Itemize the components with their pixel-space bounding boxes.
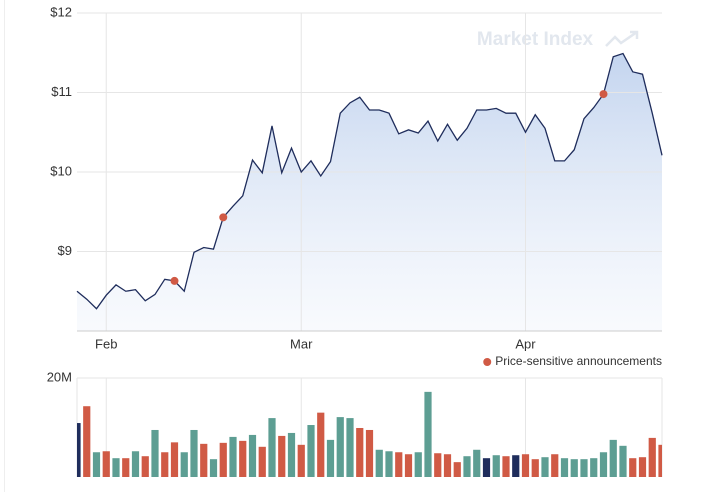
volume-bar [307, 425, 315, 477]
watermark-icon [605, 30, 639, 47]
volume-bar [112, 458, 120, 477]
legend-label: Price-sensitive announcements [495, 354, 662, 368]
volume-bar [482, 458, 491, 477]
volume-bar [473, 449, 481, 477]
x-tick-label: Mar [290, 336, 313, 351]
volume-bar [151, 429, 159, 477]
volume-bar [356, 427, 364, 477]
volume-bar [502, 456, 510, 477]
announcement-dot [599, 90, 608, 99]
volume-bar [599, 452, 608, 477]
volume-bar [180, 452, 188, 477]
volume-bar [287, 432, 296, 477]
volume-bar [492, 455, 500, 477]
volume-bar [122, 458, 130, 477]
volume-bar [102, 451, 110, 477]
volume-bar [404, 454, 413, 477]
volume-bar [463, 456, 471, 477]
volume-bar [638, 457, 647, 477]
volume-bar [365, 429, 374, 477]
volume-bar [560, 458, 569, 477]
volume-bar [531, 459, 539, 477]
volume-bar [648, 437, 656, 477]
volume-bar [443, 454, 452, 477]
y-tick-label: $11 [51, 84, 72, 99]
y-tick-label: 20M [47, 369, 72, 384]
volume-bar [229, 436, 237, 477]
volume-bar [239, 440, 247, 477]
volume-bar [414, 452, 422, 477]
volume-bar [336, 417, 344, 477]
volume-bar [297, 444, 305, 477]
volume-bar [258, 446, 266, 477]
volume-bar [190, 429, 198, 477]
volume-bar [434, 453, 442, 477]
watermark: Market Index [477, 29, 594, 50]
x-tick-label: Apr [515, 336, 536, 351]
volume-bar [278, 435, 286, 477]
volume-bar [629, 458, 637, 477]
volume-bar [141, 456, 149, 477]
volume-bar [317, 412, 325, 477]
legend-dot [483, 358, 492, 366]
volume-bar [268, 418, 276, 477]
volume-bar [551, 454, 559, 477]
volume-bar [92, 452, 101, 477]
volume-bar [395, 452, 403, 477]
volume-bar [326, 439, 335, 477]
volume-bar [131, 451, 140, 477]
volume-bar [219, 442, 227, 477]
volume-bar [375, 449, 383, 477]
volume-bar [580, 459, 588, 477]
volume-bar [541, 457, 549, 477]
announcement-dot [170, 276, 179, 285]
volume-bar [570, 459, 578, 477]
y-tick-label: $10 [50, 163, 72, 178]
volume-bar [248, 434, 257, 477]
volume-bar [161, 452, 169, 477]
volume-bar [453, 462, 461, 477]
volume-bar [609, 439, 617, 477]
volume-bar [170, 442, 179, 477]
y-tick-label: $12 [50, 4, 72, 19]
volume-bar [424, 391, 432, 477]
volume-bar [200, 443, 208, 477]
volume-bar [385, 451, 393, 477]
volume-bar [512, 455, 520, 477]
announcement-dot [219, 213, 228, 222]
volume-bar [83, 406, 91, 477]
volume-bar [209, 459, 218, 477]
volume-bar [77, 423, 81, 477]
volume-bar [346, 418, 354, 477]
volume-bar [619, 445, 627, 477]
volume-bar [590, 458, 598, 477]
area [77, 53, 662, 332]
volume-bar [521, 454, 530, 477]
y-tick-label: $9 [58, 243, 72, 258]
x-tick-label: Feb [95, 336, 117, 351]
volume-bar [658, 444, 662, 477]
